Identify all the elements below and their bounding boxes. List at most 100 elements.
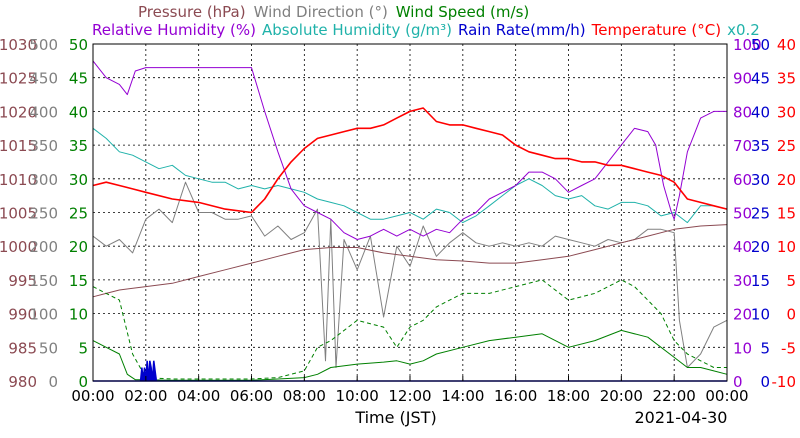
left-tick-pressure: 1030 — [0, 36, 37, 54]
right-tick-temperature: 35 — [777, 70, 796, 88]
data-series — [92, 60, 728, 382]
chart-title-line-1: Pressure (hPa) Wind Direction (°) Wind Spe… — [138, 3, 529, 21]
left-tick-wind-direction: 200 — [29, 238, 58, 256]
legend-item-2: Rain Rate(mm/h) — [458, 21, 586, 39]
left-tick-wind-direction: 300 — [29, 171, 58, 189]
x-tick-label: 18:00 — [547, 387, 590, 405]
left-tick-wind-speed: 30 — [69, 171, 88, 189]
chart-title-line-2: Relative Humidity (%) Absolute Humidity (… — [92, 21, 760, 39]
x-tick-label: 22:00 — [653, 387, 696, 405]
x-tick-label: 08:00 — [283, 387, 326, 405]
right-tick-relative-humidity: 100 — [733, 36, 762, 54]
x-tick-label: 00:00 — [705, 387, 748, 405]
right-tick-relative-humidity: 0 — [733, 373, 743, 391]
right-tick-relative-humidity: 80 — [733, 103, 752, 121]
left-tick-wind-direction: 100 — [29, 306, 58, 324]
left-tick-wind-speed: 20 — [69, 238, 88, 256]
plot-grid — [93, 44, 727, 381]
right-tick-rain-rate: 30 — [751, 171, 770, 189]
right-tick-relative-humidity: 20 — [733, 306, 752, 324]
left-tick-wind-speed: 35 — [69, 137, 88, 155]
right-tick-temperature: -10 — [772, 373, 797, 391]
right-tick-relative-humidity: 40 — [733, 238, 752, 256]
x-axis-label: Time (JST) — [354, 408, 436, 427]
right-axes: 1009080706050403020100504540353025201510… — [733, 36, 796, 391]
title-item-2: Wind Speed (m/s) — [396, 3, 529, 21]
left-tick-wind-speed: 50 — [69, 36, 88, 54]
legend-item-4: x0.2 — [727, 21, 760, 39]
left-tick-pressure: 985 — [8, 339, 37, 357]
title-item-0: Pressure (hPa) — [138, 3, 246, 21]
right-tick-rain-rate: 40 — [751, 103, 770, 121]
svg-text:Pressure (hPa)Wind Direction (: Pressure (hPa) Wind Direction (°) Wind Spe… — [138, 3, 529, 21]
legend-item-0: Relative Humidity (%) — [92, 21, 256, 39]
left-tick-pressure: 1015 — [0, 137, 37, 155]
left-tick-wind-direction: 0 — [48, 373, 58, 391]
series-pressure — [92, 224, 728, 298]
right-tick-relative-humidity: 70 — [733, 137, 752, 155]
right-tick-rain-rate: 5 — [760, 339, 770, 357]
left-tick-pressure: 1010 — [0, 171, 37, 189]
right-tick-rain-rate: 25 — [751, 205, 770, 223]
series-absolute-humidity — [92, 127, 728, 224]
right-tick-temperature: 25 — [777, 137, 796, 155]
x-tick-label: 06:00 — [230, 387, 273, 405]
date-label: 2021-04-30 — [635, 408, 728, 427]
left-tick-pressure: 1025 — [0, 70, 37, 88]
right-tick-temperature: 5 — [786, 272, 796, 290]
series-relative-humidity — [92, 60, 727, 240]
left-tick-wind-speed: 10 — [69, 306, 88, 324]
x-tick-label: 04:00 — [177, 387, 220, 405]
left-tick-wind-direction: 500 — [29, 36, 58, 54]
title-item-1: Wind Direction (°) — [254, 3, 388, 21]
left-tick-pressure: 1000 — [0, 238, 37, 256]
left-axes: 1030102510201015101010051000995990985980… — [0, 36, 88, 391]
right-tick-relative-humidity: 60 — [733, 171, 752, 189]
left-tick-wind-speed: 45 — [69, 70, 88, 88]
right-tick-rain-rate: 20 — [751, 238, 770, 256]
left-tick-wind-direction: 400 — [29, 103, 58, 121]
x-tick-label: 20:00 — [600, 387, 643, 405]
right-tick-rain-rate: 35 — [751, 137, 770, 155]
x-tick-label: 00:00 — [71, 387, 114, 405]
left-tick-pressure: 980 — [8, 373, 37, 391]
right-tick-temperature: 10 — [777, 238, 796, 256]
x-tick-label: 16:00 — [494, 387, 537, 405]
left-tick-wind-direction: 150 — [29, 272, 58, 290]
series-wind-speed-gust — [92, 279, 727, 380]
legend-item-3: Temperature (°C) — [591, 21, 721, 39]
right-tick-temperature: 20 — [777, 171, 796, 189]
right-tick-temperature: 40 — [777, 36, 796, 54]
x-axis: 00:00 02:00 04:00 06:00 08:00 10:00 12:00 14:00… — [71, 376, 749, 405]
x-tick-label: 10:00 — [336, 387, 379, 405]
svg-text:Relative Humidity (%)Absolute: Relative Humidity (%) Absolute Humidity (… — [92, 21, 760, 39]
left-tick-wind-speed: 15 — [69, 272, 88, 290]
x-tick-label: 14:00 — [441, 387, 484, 405]
right-tick-relative-humidity: 30 — [733, 272, 752, 290]
right-tick-rain-rate: 15 — [751, 272, 770, 290]
left-tick-wind-direction: 50 — [39, 339, 58, 357]
left-tick-pressure: 995 — [8, 272, 37, 290]
right-tick-rain-rate: 0 — [760, 373, 770, 391]
right-tick-temperature: 15 — [777, 205, 796, 223]
left-tick-wind-speed: 5 — [78, 339, 88, 357]
left-tick-pressure: 1005 — [0, 205, 37, 223]
legend-item-1: Absolute Humidity (g/m³) — [262, 21, 452, 39]
left-tick-pressure: 990 — [8, 306, 37, 324]
left-tick-wind-direction: 450 — [29, 70, 58, 88]
left-tick-wind-speed: 40 — [69, 103, 88, 121]
x-tick-label: 02:00 — [124, 387, 167, 405]
left-tick-wind-speed: 0 — [78, 373, 88, 391]
series-temperature — [92, 107, 728, 214]
x-tick-label: 12:00 — [388, 387, 431, 405]
right-tick-relative-humidity: 90 — [733, 70, 752, 88]
right-tick-temperature: -5 — [781, 339, 796, 357]
left-tick-wind-direction: 350 — [29, 137, 58, 155]
left-tick-wind-speed: 25 — [69, 205, 88, 223]
right-tick-temperature: 0 — [786, 306, 796, 324]
right-tick-temperature: 30 — [777, 103, 796, 121]
left-tick-wind-direction: 250 — [29, 205, 58, 223]
right-tick-rain-rate: 45 — [751, 70, 770, 88]
